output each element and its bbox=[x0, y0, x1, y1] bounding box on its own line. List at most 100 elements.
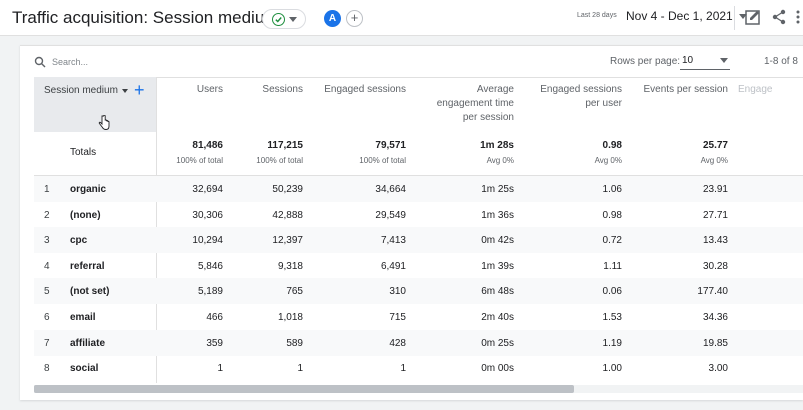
row-metric-value: 5,189 bbox=[197, 286, 223, 298]
row-index: 6 bbox=[44, 312, 50, 323]
metric-column-header-line: Engaged sessions bbox=[324, 84, 406, 95]
row-metric-value: 5,846 bbox=[197, 260, 223, 272]
row-metric-value: 0m 42s bbox=[481, 235, 514, 247]
table-row[interactable]: 2 (none) 30,306 42,888 29,549 1m 36s 0.98 27.71 bbox=[34, 202, 803, 228]
row-index: 4 bbox=[44, 260, 50, 272]
total-value: 79,571 bbox=[375, 140, 406, 151]
total-subtext: 100% of total bbox=[256, 156, 303, 165]
row-metric-value: 34,664 bbox=[375, 184, 406, 195]
row-metric-value: 6m 48s bbox=[481, 286, 514, 298]
total-subtext: Avg 0% bbox=[594, 156, 622, 165]
chevron-down-icon bbox=[720, 58, 728, 63]
add-comparison-button[interactable]: + bbox=[346, 10, 363, 27]
comparison-avatar[interactable]: A bbox=[324, 10, 341, 27]
report-table-card: Rows per page: 10 1-8 of 8 Session mediu… bbox=[20, 45, 803, 400]
table-row[interactable]: 6 email 466 1,018 715 2m 40s 1.53 34.36 bbox=[34, 304, 803, 330]
total-subtext: 100% of total bbox=[176, 156, 223, 165]
row-session-medium[interactable]: (none) bbox=[70, 209, 101, 221]
divider bbox=[34, 77, 803, 78]
row-metric-value: 12,397 bbox=[272, 235, 303, 247]
row-metric-value: 1,018 bbox=[277, 312, 303, 323]
hand-cursor-icon bbox=[98, 115, 110, 130]
row-metric-value: 177.40 bbox=[697, 286, 728, 298]
date-range-picker[interactable]: Nov 4 - Dec 1, 2021 bbox=[626, 9, 747, 23]
row-index: 1 bbox=[44, 184, 50, 195]
row-session-medium[interactable]: referral bbox=[70, 260, 105, 272]
row-metric-value: 1m 39s bbox=[481, 260, 514, 272]
page-title: Traffic acquisition: Session medium bbox=[12, 8, 279, 27]
row-metric-value: 1m 25s bbox=[481, 184, 514, 195]
date-range-label: Last 28 days bbox=[577, 12, 617, 19]
row-metric-value: 10,294 bbox=[192, 235, 223, 247]
metric-column-header[interactable]: Engage bbox=[738, 83, 772, 97]
total-value: 81,486 bbox=[192, 140, 223, 151]
total-subtext: Avg 0% bbox=[700, 156, 728, 165]
add-dimension-button[interactable]: + bbox=[134, 80, 145, 100]
row-metric-value: 0m 25s bbox=[481, 337, 514, 349]
pagination-range: 1-8 of 8 bbox=[764, 56, 798, 67]
scrollbar-thumb[interactable] bbox=[34, 385, 574, 393]
row-metric-value: 19.85 bbox=[702, 337, 728, 349]
table-row[interactable]: 1 organic 32,694 50,239 34,664 1m 25s 1.06 23.9… bbox=[34, 176, 803, 202]
metric-column-header-line: per session bbox=[462, 112, 514, 123]
metric-column-header[interactable]: Sessions bbox=[262, 83, 303, 97]
row-metric-value: 30,306 bbox=[192, 209, 223, 221]
row-metric-value: 2m 40s bbox=[481, 312, 514, 323]
metric-column-header-line: engagement time bbox=[436, 98, 514, 109]
row-session-medium[interactable]: cpc bbox=[70, 235, 88, 247]
row-metric-value: 428 bbox=[389, 337, 406, 349]
row-metric-value: 42,888 bbox=[272, 209, 303, 221]
metric-column-header-line: Events per session bbox=[643, 84, 729, 95]
total-value: 0.98 bbox=[602, 140, 622, 151]
row-metric-value: 466 bbox=[206, 312, 223, 323]
row-metric-value: 6,491 bbox=[380, 260, 406, 272]
table-row[interactable]: 7 affiliate 359 589 428 0m 25s 1.19 19.85 bbox=[34, 329, 803, 356]
table-row[interactable]: 4 referral 5,846 9,318 6,491 1m 39s 1.11 30.28 bbox=[34, 253, 803, 279]
row-session-medium[interactable]: (not set) bbox=[70, 286, 110, 298]
row-session-medium[interactable]: email bbox=[70, 312, 96, 323]
metric-column-header[interactable]: Engaged sessions per user bbox=[540, 83, 622, 111]
dimension-header-text: Session medium bbox=[44, 85, 118, 96]
row-metric-value: 589 bbox=[286, 337, 303, 349]
metric-column-header[interactable]: Average engagement time per session bbox=[437, 83, 514, 125]
table-search bbox=[34, 56, 152, 68]
row-session-medium[interactable]: social bbox=[70, 363, 99, 375]
toolbar-divider bbox=[734, 6, 735, 30]
dimension-column-header[interactable]: Session medium + bbox=[34, 77, 156, 132]
search-icon bbox=[34, 56, 46, 68]
search-input[interactable] bbox=[52, 57, 152, 67]
row-metric-value: 1m 36s bbox=[481, 209, 514, 221]
rows-per-page-value: 10 bbox=[682, 55, 694, 66]
row-session-medium[interactable]: affiliate bbox=[70, 337, 106, 349]
horizontal-scrollbar[interactable] bbox=[34, 385, 803, 393]
row-index: 3 bbox=[44, 235, 50, 247]
edit-report-icon[interactable] bbox=[744, 8, 762, 26]
row-metric-value: 1.11 bbox=[603, 260, 622, 272]
metric-column-header[interactable]: Engaged sessions bbox=[324, 83, 406, 97]
status-dropdown[interactable] bbox=[262, 9, 306, 29]
row-metric-value: 765 bbox=[286, 286, 303, 298]
row-metric-value: 27.71 bbox=[702, 209, 728, 221]
row-metric-value: 1.53 bbox=[602, 312, 622, 323]
table-row[interactable]: 3 cpc 10,294 12,397 7,413 0m 42s 0.72 13.43 bbox=[34, 227, 803, 254]
row-metric-value: 23.91 bbox=[702, 184, 728, 195]
metric-column-header-line: Average bbox=[476, 84, 514, 95]
dimension-header-label[interactable]: Session medium bbox=[44, 85, 128, 96]
divider bbox=[34, 175, 803, 176]
total-value: 117,215 bbox=[267, 140, 303, 151]
metric-column-header-line: Engaged sessions bbox=[540, 84, 622, 95]
more-vert-icon[interactable] bbox=[793, 8, 803, 26]
metric-column-header[interactable]: Events per session bbox=[644, 83, 729, 97]
share-icon[interactable] bbox=[770, 8, 788, 26]
table-row[interactable]: 5 (not set) 5,189 765 310 6m 48s 0.06 177.40 bbox=[34, 278, 803, 305]
total-value: 25.77 bbox=[702, 140, 728, 151]
table-row[interactable]: 8 social 1 1 1 0m 00s 1.00 3.00 bbox=[34, 355, 803, 381]
row-index: 2 bbox=[44, 209, 50, 221]
row-metric-value: 310 bbox=[389, 286, 406, 298]
row-metric-value: 715 bbox=[389, 312, 406, 323]
rows-per-page-select[interactable]: 10 bbox=[680, 52, 730, 70]
row-metric-value: 3.00 bbox=[708, 363, 728, 375]
metric-column-header[interactable]: Users bbox=[197, 83, 223, 97]
row-metric-value: 1.06 bbox=[602, 184, 622, 195]
row-session-medium[interactable]: organic bbox=[70, 184, 107, 195]
